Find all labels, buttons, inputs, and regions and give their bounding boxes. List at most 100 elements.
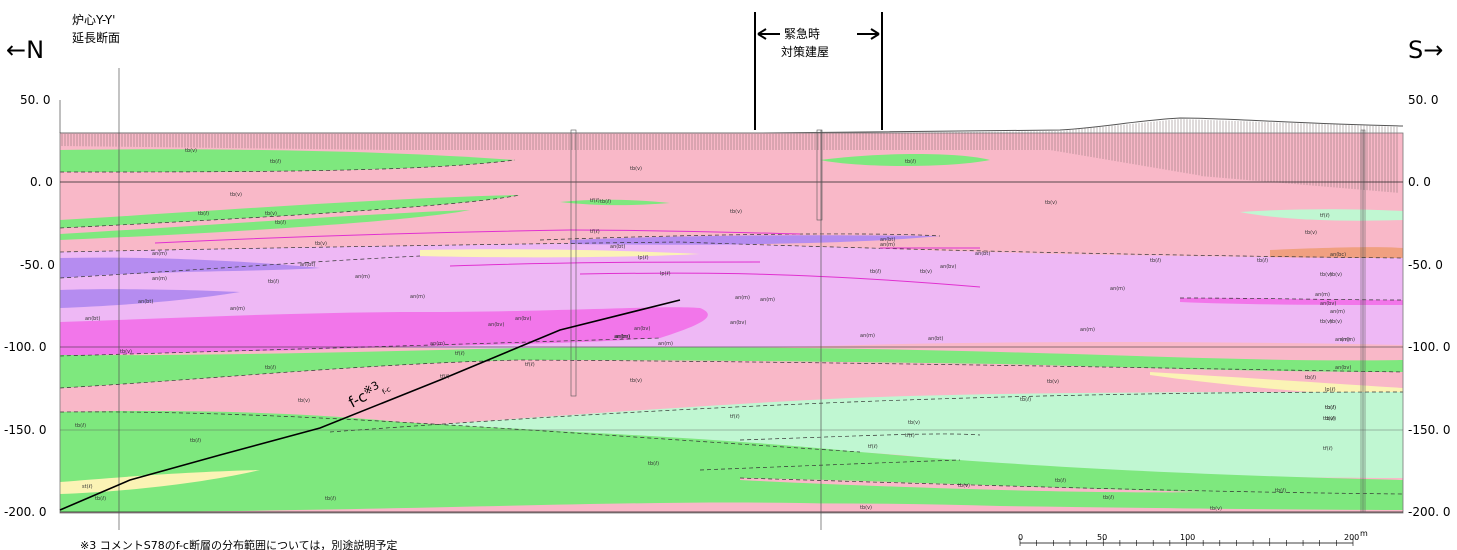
unit-label: an(bv) [730,320,746,326]
ground-surface [60,117,1404,134]
unit-label: tb(v) [630,378,642,384]
bracket-arrowhead-right [870,28,880,40]
unit-label: an(bt) [610,244,625,250]
unit-label: tb(ℓ) [1150,258,1161,264]
section-label-line1: 炉心Y-Y' [72,13,115,27]
marker-lines [154,229,981,288]
elev-left-50: 50. 0 [20,93,51,107]
unit-label: an(bt) [138,299,153,305]
scale-unit: m [1360,529,1368,538]
stratum-an-bt-left-2 [60,289,240,308]
scale-label-100: 100 [1180,533,1195,542]
unit-label: tb(v) [1320,319,1332,325]
elev-left-minus50: -50. 0 [20,258,55,272]
stratum-tf-l-top-right [1240,209,1403,221]
boundary-15 [699,459,961,471]
building-bracket: 緊急時 対策建屋 [754,12,883,130]
elev-right-minus100: -100. 0 [1408,340,1451,354]
unit-label: tb(ℓ) [270,159,281,165]
unit-label: an(m) [230,306,245,312]
borehole-2 [816,129,823,221]
marker-line-2 [579,272,981,288]
unit-label: an(bt) [85,316,100,322]
stratum-lp-l-mid [420,249,700,258]
unit-label: an(bv) [634,326,650,332]
unit-label: tb(v) [1305,230,1317,236]
stratum-tb-l-band-c [560,199,670,206]
unit-label: tf(ℓ) [590,198,600,204]
stratum-an-bv-right [1180,298,1403,305]
unit-label: tb(ℓ) [1325,405,1336,411]
unit-label: tb(ℓ) [75,423,86,429]
elev-right-minus150: -150. 0 [1408,423,1451,437]
unit-label: tb(v) [1045,200,1057,206]
unit-label: tb(v) [730,209,742,215]
unit-label: tb(v) [630,166,642,172]
unit-label: an(m) [1315,292,1330,298]
unit-label: tb(ℓ) [265,365,276,371]
unit-label: tb(v) [1047,379,1059,385]
scale-label-200: 200 [1344,533,1359,542]
unit-label: tb(ℓ) [600,199,611,205]
stratum-tb-l-upper-left [60,149,515,172]
stratum-tb-l-band-a [60,195,520,228]
boundary-14 [739,433,981,441]
boundary-7 [329,391,1404,433]
stratum-tb-v-bottom [400,503,1403,512]
stratum-tb-l-upper-mid [820,154,990,166]
unit-label: tb(v) [265,211,277,217]
unit-label: tf(ℓ) [905,433,915,439]
elev-left-0: 0. 0 [30,175,53,189]
unit-label: tf(ℓ) [1320,213,1330,219]
scale-minor-ticks [1019,538,1354,546]
elevation-labels-left: 50. 0 0. 0 -50. 0 -100. 0 -150. 0 -200. … [4,93,55,519]
stratum-tf-l-lower [330,392,1403,478]
boundary-8 [59,411,861,453]
elev-right-minus50: -50. 0 [1408,258,1443,272]
unit-label: tf(ℓ) [730,414,740,420]
unit-label: lp(ℓ) [660,271,671,277]
stratum-lp-l-right [1150,372,1403,398]
boundary-5 [59,337,661,357]
unit-label: st(ℓ) [82,484,93,490]
unit-label: tb(ℓ) [190,438,201,444]
unit-label: an(m) [880,242,895,248]
elev-right-0: 0. 0 [1408,175,1431,189]
unit-label: tb(v) [1330,319,1342,325]
section-frame [59,132,1404,514]
marker-line-4 [449,261,761,267]
unit-label: tb(v) [1320,272,1332,278]
unit-label: tb(ℓ) [325,496,336,502]
elev-right-50: 50. 0 [1408,93,1439,107]
boundary-3 [59,241,1404,259]
unit-label: tb(v) [120,349,132,355]
elev-left-minus200: -200. 0 [4,505,47,519]
unit-label: lp(ℓ) [1325,387,1336,393]
unit-label: tb(v) [315,241,327,247]
fault-label-sub: f-c [381,385,392,396]
boundary-2 [59,194,521,229]
unit-label: tb(v) [920,269,932,275]
unit-label: tb(ℓ) [905,159,916,165]
marker-line-1 [154,229,801,244]
unit-labels: tb(v) tb(ℓ) tb(v) tb(ℓ) tb(v) tb(ℓ) tb(v) an(m)… [75,148,1355,512]
unit-label: tb(ℓ) [198,211,209,217]
unit-label: tf(ℓ) [590,229,600,235]
section-label-line2: 延長断面 [72,30,120,45]
stratum-tb-l-mid [60,347,1403,388]
unit-label: an(m) [355,274,370,280]
unit-label: an(m) [1330,309,1345,315]
stratum-an-bt-left [60,257,320,278]
unit-label: an(m) [615,334,630,340]
unit-label: an(m) [152,251,167,257]
unit-label: an(m) [1340,337,1355,343]
unit-label: tf(ℓ) [455,351,465,357]
unit-label: tb(ℓ) [1305,375,1316,381]
unit-label: lp(ℓ) [638,255,649,261]
scale-bar: 0 50 100 200 m [1018,529,1368,546]
elevation-labels-right: 50. 0 0. 0 -50. 0 -100. 0 -150. 0 -200. … [1408,93,1451,519]
unit-label: tb(ℓ) [1020,397,1031,403]
building-label-line1: 緊急時 [784,26,820,41]
stratum-an-bv-left [60,307,708,356]
direction-north: ←N [6,36,44,64]
